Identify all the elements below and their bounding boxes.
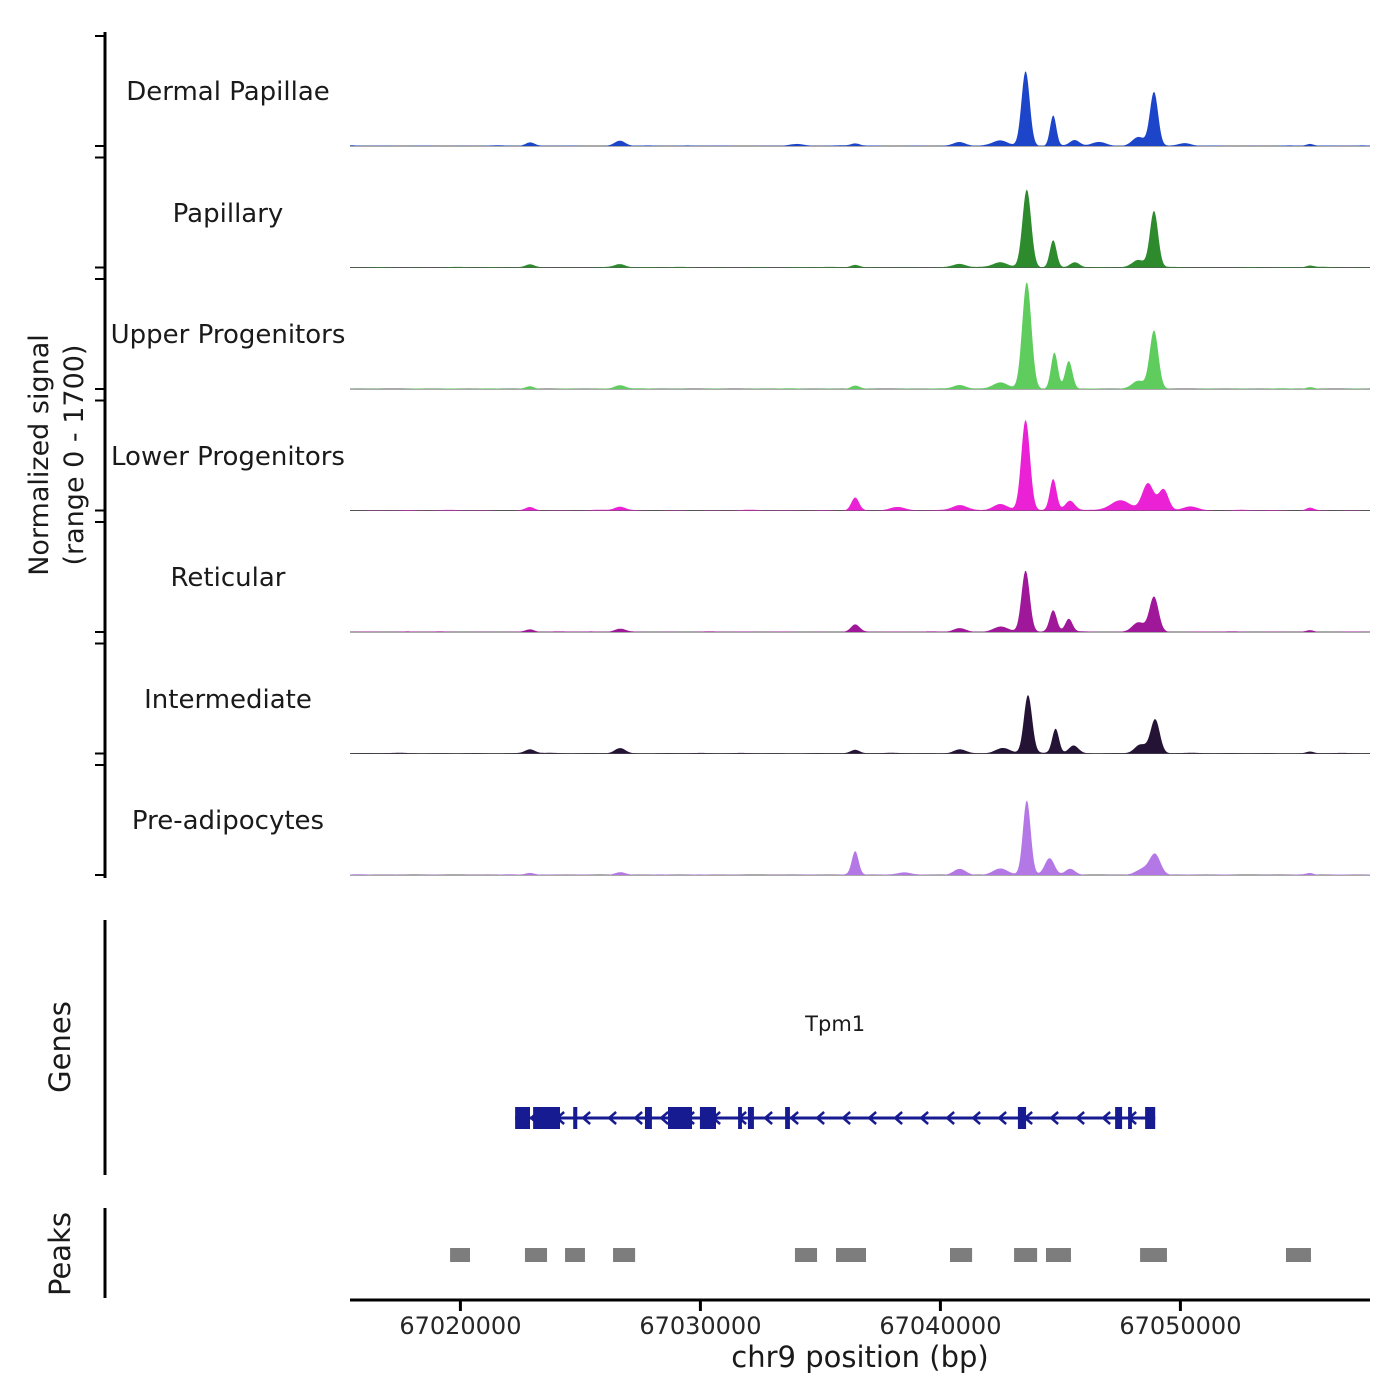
- gene-exon: [1115, 1107, 1123, 1129]
- signal-area-pre-adipocytes: [350, 800, 1370, 875]
- y-axis-label-line1: Normalized signal: [24, 334, 55, 576]
- strand-arrow-left: [997, 1111, 1007, 1125]
- gene-exon: [747, 1107, 754, 1129]
- x-tick-label: 67030000: [639, 1312, 762, 1340]
- signal-area-reticular: [350, 570, 1370, 632]
- signal-area-upper-progenitors: [350, 282, 1370, 389]
- y-axis-label: Normalized signal (range 0 - 1700): [22, 334, 92, 576]
- strand-arrow-left: [763, 1111, 773, 1125]
- strand-arrow-left: [1049, 1111, 1059, 1125]
- peak-interval: [1286, 1248, 1311, 1262]
- strand-arrow-left: [893, 1111, 903, 1125]
- track-label-upper-progenitors: Upper Progenitors: [110, 320, 346, 350]
- strand-arrow-left: [841, 1111, 851, 1125]
- peaks-section-label: Peaks: [43, 1212, 77, 1296]
- gene-exon: [738, 1107, 742, 1129]
- strand-arrow-left: [789, 1111, 799, 1125]
- signal-area-dermal-papillae: [350, 71, 1370, 146]
- x-tick-label: 67020000: [399, 1312, 522, 1340]
- peak-interval: [450, 1248, 470, 1262]
- y-axis-label-line2: (range 0 - 1700): [59, 344, 90, 566]
- peak-interval: [1140, 1248, 1167, 1262]
- peak-interval: [1014, 1248, 1038, 1262]
- strand-arrow-left: [945, 1111, 955, 1125]
- strand-arrow-left: [659, 1111, 669, 1125]
- strand-arrow-left: [633, 1111, 643, 1125]
- signal-area-lower-progenitors: [350, 420, 1370, 511]
- peak-interval: [565, 1248, 585, 1262]
- signal-area-papillary: [350, 189, 1370, 268]
- x-axis-label: chr9 position (bp): [731, 1340, 989, 1374]
- peak-interval: [836, 1248, 866, 1262]
- signal-area-intermediate: [350, 694, 1370, 754]
- gene-exon: [1017, 1107, 1027, 1129]
- strand-arrow-left: [581, 1111, 591, 1125]
- gene-exon: [533, 1107, 560, 1129]
- strand-arrow-left: [1101, 1111, 1111, 1125]
- peak-interval: [950, 1248, 973, 1262]
- x-tick-label: 67050000: [1119, 1312, 1242, 1340]
- track-label-dermal-papillae: Dermal Papillae: [126, 77, 330, 107]
- strand-arrow-left: [919, 1111, 929, 1125]
- peak-interval: [613, 1248, 636, 1262]
- gene-name-label: Tpm1: [805, 1012, 866, 1036]
- track-label-pre-adipocytes: Pre-adipocytes: [131, 806, 325, 836]
- track-label-intermediate: Intermediate: [144, 684, 312, 715]
- gene-exon: [785, 1107, 790, 1129]
- strand-arrow-left: [867, 1111, 877, 1125]
- peak-interval: [794, 1248, 818, 1262]
- gene-exon: [668, 1107, 692, 1129]
- strand-arrow-left: [815, 1111, 825, 1125]
- gene-exon: [699, 1107, 716, 1129]
- gene-exon: [515, 1107, 530, 1129]
- strand-arrow-left: [971, 1111, 981, 1125]
- gene-exon: [1128, 1107, 1132, 1129]
- gene-exon: [644, 1107, 652, 1129]
- strand-arrow-left: [607, 1111, 617, 1125]
- track-label-lower-progenitors: Lower Progenitors: [111, 441, 345, 472]
- x-tick-label: 67040000: [879, 1312, 1002, 1340]
- strand-arrow-left: [1075, 1111, 1085, 1125]
- track-label-papillary: Papillary: [172, 198, 284, 229]
- gene-exon: [573, 1107, 578, 1129]
- peak-interval: [1046, 1248, 1071, 1262]
- gene-exon: [1145, 1107, 1156, 1129]
- track-label-reticular: Reticular: [170, 563, 286, 593]
- peak-interval: [524, 1248, 548, 1262]
- genes-section-label: Genes: [43, 1001, 77, 1093]
